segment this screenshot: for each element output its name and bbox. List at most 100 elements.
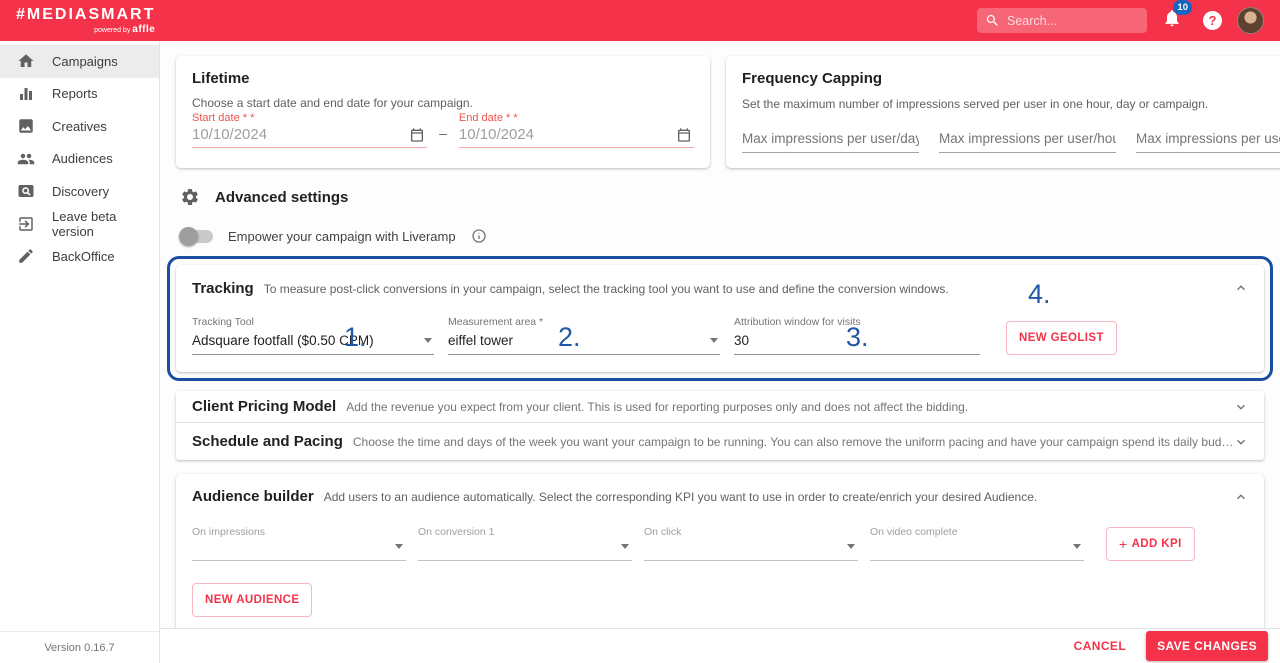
on-click-select[interactable]: On click bbox=[644, 526, 858, 561]
sidebar-item-audiences[interactable]: Audiences bbox=[0, 143, 159, 176]
max-impressions-per-hour-input[interactable] bbox=[939, 128, 1116, 153]
plus-icon: + bbox=[1119, 536, 1128, 552]
advanced-settings-heading: Advanced settings bbox=[176, 187, 1264, 207]
dropdown-arrow-icon[interactable] bbox=[424, 338, 432, 343]
content-scroll-area: Lifetime Choose a start date and end dat… bbox=[160, 41, 1280, 628]
cancel-button[interactable]: CANCEL bbox=[1073, 639, 1127, 653]
sidebar-item-campaigns[interactable]: Campaigns bbox=[0, 45, 159, 78]
add-kpi-button[interactable]: + ADD KPI bbox=[1106, 527, 1195, 561]
annotation-4: 4. bbox=[1028, 279, 1051, 309]
client-pricing-description: Add the revenue you expect from your cli… bbox=[346, 399, 969, 414]
frequency-capping-description: Set the maximum number of impressions se… bbox=[742, 97, 1209, 111]
image-icon bbox=[19, 119, 33, 133]
exit-icon bbox=[19, 217, 33, 231]
start-date-field[interactable]: Start date * * 10/10/2024 bbox=[192, 112, 428, 148]
annotation-1: 1. bbox=[344, 322, 367, 352]
date-range-separator: – bbox=[439, 125, 447, 141]
sidebar-item-label: Leave beta version bbox=[52, 208, 117, 239]
gear-icon bbox=[182, 189, 198, 205]
pencil-icon bbox=[19, 249, 33, 263]
max-impressions-per-day-input[interactable] bbox=[742, 128, 919, 153]
client-pricing-model-row[interactable]: Client Pricing Model Add the revenue you… bbox=[176, 391, 1264, 422]
end-date-field[interactable]: End date * * 10/10/2024 bbox=[458, 112, 695, 148]
on-impressions-label: On impressions bbox=[192, 526, 265, 538]
help-button[interactable]: ? bbox=[1203, 11, 1222, 30]
app-version: Version 0.16.7 bbox=[0, 631, 159, 663]
tracking-title: Tracking bbox=[192, 280, 254, 297]
chevron-down-icon[interactable] bbox=[1234, 400, 1248, 414]
sidebar-item-discovery[interactable]: Discovery bbox=[0, 175, 159, 208]
calendar-icon[interactable] bbox=[676, 127, 692, 143]
sidebar-item-label: Creatives bbox=[52, 118, 107, 134]
add-kpi-label: ADD KPI bbox=[1131, 538, 1182, 550]
schedule-and-pacing-row[interactable]: Schedule and Pacing Choose the time and … bbox=[176, 422, 1264, 460]
frequency-capping-title: Frequency Capping bbox=[742, 70, 883, 87]
dropdown-arrow-icon[interactable] bbox=[1073, 544, 1081, 549]
sidebar-item-label: Audiences bbox=[52, 151, 113, 167]
tracking-tool-label: Tracking Tool bbox=[192, 316, 254, 328]
tracking-highlight-border: Tracking To measure post-click conversio… bbox=[167, 256, 1273, 381]
attribution-window-field[interactable]: Attribution window for visits 30 3. bbox=[734, 316, 980, 355]
new-audience-button[interactable]: NEW AUDIENCE bbox=[192, 583, 313, 617]
notifications-button[interactable]: 10 bbox=[1162, 0, 1192, 33]
search-icon bbox=[986, 14, 998, 26]
tracking-section: Tracking To measure post-click conversio… bbox=[176, 265, 1264, 372]
sidebar-item-label: Campaigns bbox=[52, 53, 118, 69]
on-conversion-select[interactable]: On conversion 1 bbox=[418, 526, 632, 561]
sidebar-item-label: Discovery bbox=[52, 183, 110, 199]
on-click-label: On click bbox=[644, 526, 682, 538]
chevron-down-icon[interactable] bbox=[1234, 435, 1248, 449]
annotation-2: 2. bbox=[558, 322, 581, 352]
attribution-window-value: 30 bbox=[734, 333, 750, 348]
on-impressions-select[interactable]: On impressions bbox=[192, 526, 406, 561]
max-impressions-per-campaign-input[interactable] bbox=[1136, 128, 1280, 153]
sidebar: Campaigns Reports Creatives Audiences Di… bbox=[0, 41, 160, 663]
annotation-3: 3. bbox=[846, 322, 869, 352]
mediasmart-logo: #MEDIASMART powered by affle bbox=[16, 5, 156, 35]
dropdown-arrow-icon[interactable] bbox=[621, 544, 629, 549]
toggle-knob[interactable] bbox=[179, 226, 198, 246]
sidebar-item-reports[interactable]: Reports bbox=[0, 78, 159, 111]
on-video-complete-select[interactable]: On video complete bbox=[870, 526, 1084, 561]
calendar-icon[interactable] bbox=[409, 127, 425, 143]
chevron-up-icon[interactable] bbox=[1234, 490, 1248, 504]
measurement-area-select[interactable]: Measurement area * eiffel tower 2. bbox=[448, 316, 720, 355]
measurement-area-value: eiffel tower bbox=[448, 333, 514, 348]
dropdown-arrow-icon[interactable] bbox=[395, 544, 403, 549]
attribution-window-label: Attribution window for visits bbox=[734, 316, 861, 328]
start-date-label: Start date * * bbox=[192, 112, 255, 124]
tracking-description: To measure post-click conversions in you… bbox=[263, 282, 949, 296]
tracking-tool-select[interactable]: Tracking Tool Adsquare footfall ($0.50 C… bbox=[192, 316, 434, 355]
sidebar-item-leave-beta[interactable]: Leave beta version bbox=[0, 208, 159, 241]
liveramp-toggle-row: Empower your campaign with Liveramp bbox=[176, 226, 1264, 246]
start-date-value[interactable]: 10/10/2024 bbox=[192, 126, 268, 143]
search-box[interactable] bbox=[977, 8, 1147, 33]
tracking-tool-value: Adsquare footfall ($0.50 CPM) bbox=[192, 333, 374, 348]
new-geolist-button[interactable]: NEW GEOLIST bbox=[1006, 321, 1117, 355]
liveramp-toggle-label: Empower your campaign with Liveramp bbox=[228, 228, 456, 244]
main-content: Lifetime Choose a start date and end dat… bbox=[160, 41, 1280, 663]
home-icon bbox=[18, 54, 34, 68]
dropdown-arrow-icon[interactable] bbox=[847, 544, 855, 549]
user-avatar[interactable] bbox=[1237, 7, 1264, 34]
measurement-area-label: Measurement area * bbox=[448, 316, 544, 328]
lifetime-title: Lifetime bbox=[192, 70, 250, 87]
chevron-up-icon[interactable] bbox=[1234, 281, 1248, 295]
sidebar-item-creatives[interactable]: Creatives bbox=[0, 110, 159, 143]
schedule-pacing-description: Choose the time and days of the week you… bbox=[352, 434, 1234, 449]
logo-subtitle: powered by affle bbox=[94, 23, 156, 35]
end-date-label: End date * * bbox=[458, 112, 518, 124]
people-icon bbox=[17, 153, 35, 164]
logo-title: #MEDIASMART bbox=[16, 5, 156, 23]
save-changes-button[interactable]: SAVE CHANGES bbox=[1146, 631, 1268, 661]
liveramp-toggle[interactable] bbox=[179, 226, 213, 246]
bar-chart-icon bbox=[20, 87, 32, 100]
info-icon[interactable] bbox=[471, 228, 487, 244]
sidebar-item-backoffice[interactable]: BackOffice bbox=[0, 240, 159, 273]
dropdown-arrow-icon[interactable] bbox=[710, 338, 718, 343]
bell-icon bbox=[1165, 10, 1179, 27]
end-date-value[interactable]: 10/10/2024 bbox=[458, 126, 534, 143]
audience-builder-title: Audience builder bbox=[192, 488, 314, 505]
search-input[interactable] bbox=[1007, 13, 1139, 28]
audience-builder-section: Audience builder Add users to an audienc… bbox=[176, 474, 1264, 628]
